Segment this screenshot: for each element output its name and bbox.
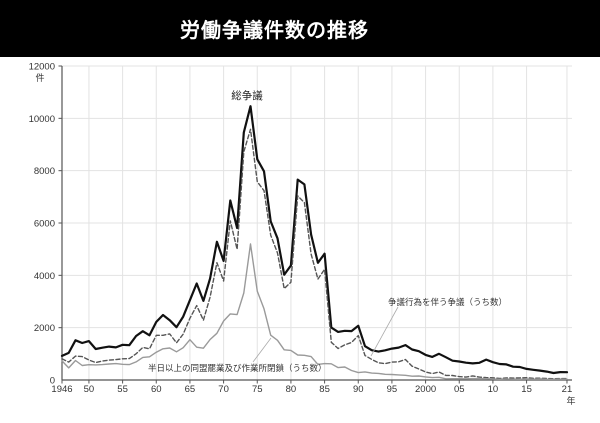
x-axis-tick-label: 80 <box>286 384 297 395</box>
x-axis-tick-label: 1946 <box>51 384 72 395</box>
x-axis-tick-label: 70 <box>218 384 229 395</box>
x-axis-tick-label: 75 <box>252 384 263 395</box>
y-axis-tick-label: 4000 <box>34 271 55 282</box>
x-axis-tick-label: 65 <box>185 384 196 395</box>
title-bar: 労働争議件数の推移 <box>0 0 600 57</box>
y-axis-tick-label: 10000 <box>29 114 55 125</box>
x-axis-tick-label: 90 <box>353 384 364 395</box>
series-total-disputes <box>60 105 569 375</box>
leader-line-acts <box>370 306 399 357</box>
label-acts: 争議行為を伴う争議（うち数） <box>388 297 507 307</box>
x-axis-tick-label: 95 <box>387 384 398 395</box>
label-strikes: 半日以上の同盟罷業及び作業所閉鎖（うち数） <box>148 363 327 373</box>
y-axis-tick-label: 6000 <box>34 219 55 230</box>
x-axis-tick-label: 10 <box>488 384 499 395</box>
y-axis-tick-label: 2000 <box>34 323 55 334</box>
y-axis-tick-label: 8000 <box>34 166 55 177</box>
y-axis-tick-label: 12000 <box>29 62 55 73</box>
x-axis-tick-label: 55 <box>117 384 128 395</box>
x-axis-tick-label: 21 <box>562 384 573 395</box>
x-axis-unit-label: 年 <box>566 395 575 406</box>
x-axis-tick-label: 50 <box>84 384 95 395</box>
series-disputes-with-acts <box>61 128 568 380</box>
x-axis-tick-label: 05 <box>454 384 465 395</box>
leader-line-strikes <box>252 337 272 363</box>
page-title: 労働争議件数の推移 <box>180 20 369 42</box>
y-axis-unit-label: 件 <box>35 72 44 83</box>
x-axis-tick-label: 60 <box>151 384 162 395</box>
series-half-day-strikes <box>61 243 568 380</box>
label-total: 総争議 <box>231 89 263 102</box>
x-axis-tick-label: 15 <box>521 384 532 395</box>
x-axis-tick-label: 85 <box>319 384 330 395</box>
y-axis-tick-label: 0 <box>50 376 55 387</box>
x-axis-tick-label: 2000 <box>415 384 436 395</box>
